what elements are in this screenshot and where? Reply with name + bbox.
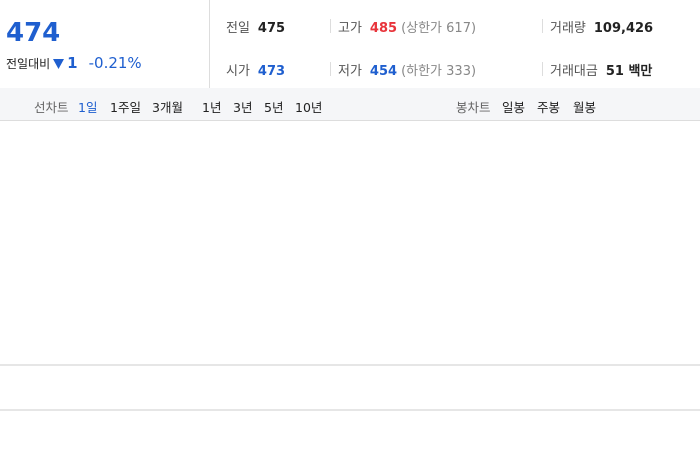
candle-tab[interactable]: 주봉 — [537, 100, 561, 115]
separator — [542, 19, 543, 33]
separator — [330, 19, 331, 33]
info-value: 454 — [369, 64, 398, 79]
info-cell: 시가 473 — [226, 60, 285, 79]
info-note: (하한가 333) — [401, 64, 477, 79]
period-tab[interactable]: 1일 — [78, 100, 98, 115]
info-value: 109,426 — [593, 21, 654, 36]
tab-group-label: 봉차트 — [456, 100, 491, 115]
period-tab[interactable]: 5년 — [264, 100, 284, 115]
tab-group-label: 선차트 — [34, 100, 69, 115]
change-pct: -0.21% — [88, 54, 142, 72]
candle-tab[interactable]: 일봉 — [502, 100, 526, 115]
period-tab[interactable]: 3개월 — [152, 100, 183, 115]
down-icon: 45146046947948809/0509/0610:0011:0012:00… — [53, 58, 65, 69]
price: 474 — [6, 18, 61, 48]
info-cell: 거래량 109,426 — [550, 17, 653, 36]
separator — [542, 62, 543, 76]
info-label: 고가 — [338, 21, 362, 36]
info-label: 전일 — [226, 21, 250, 36]
period-tab[interactable]: 1주일 — [110, 100, 141, 115]
info-note: (상한가 617) — [401, 21, 477, 36]
info-label: 시가 — [226, 64, 250, 79]
tab-bar: 선차트 1일 1주일 3개월 1년 3년 5년 10년 봉차트 일봉 주봉 월봉 — [0, 88, 700, 121]
period-tab[interactable]: 3년 — [233, 100, 253, 115]
candle-tab[interactable]: 월봉 — [573, 100, 597, 115]
info-cell: 고가 485 (상한가 617) — [338, 17, 476, 36]
info-label: 저가 — [338, 64, 362, 79]
separator — [330, 62, 331, 76]
change: 전일대비 45146046947948809/0509/0610:0011:00… — [6, 54, 142, 72]
info-label: 거래량 — [550, 21, 586, 36]
period-tab[interactable]: 10년 — [295, 100, 323, 115]
info-value: 473 — [257, 64, 286, 79]
chart — [0, 364, 700, 411]
change-label: 전일대비 — [6, 56, 51, 71]
info-value: 51 백만 — [605, 64, 653, 79]
info-cell: 거래대금 51 백만 — [550, 60, 652, 79]
info-value: 475 — [257, 21, 286, 36]
info-label: 거래대금 — [550, 64, 598, 79]
info-cell: 전일 475 — [226, 17, 285, 36]
info-value: 485 — [369, 21, 398, 36]
quote: 474 전일대비 45146046947948809/0509/0610:001… — [0, 0, 210, 88]
change-value: 1 — [67, 54, 78, 72]
period-tab[interactable]: 1년 — [202, 100, 222, 115]
header: 474 전일대비 45146046947948809/0509/0610:001… — [0, 0, 700, 89]
info-cell: 저가 454 (하한가 333) — [338, 60, 476, 79]
